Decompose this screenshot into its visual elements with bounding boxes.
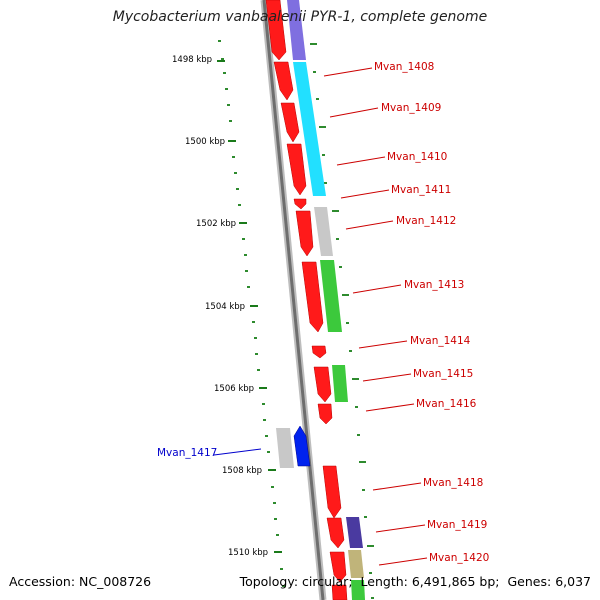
tick-label: 1500 kbp (185, 137, 226, 147)
gene-label-mvan-1419[interactable]: Mvan_1419 (427, 519, 488, 531)
cds-arrow (317, 403, 333, 425)
gene-label-mvan-1415[interactable]: Mvan_1415 (413, 368, 474, 380)
feature-block-grey (314, 207, 333, 256)
gene-label-mvan-1416[interactable]: Mvan_1416 (416, 398, 477, 410)
tick-mark (268, 469, 276, 471)
feature-block-grey (276, 428, 294, 468)
cds-arrow (293, 198, 307, 210)
gene-label-mvan-1408[interactable]: Mvan_1408 (374, 61, 435, 73)
feature-block-green (320, 260, 342, 332)
tick-mark (259, 387, 267, 389)
gene-label-mvan-1410[interactable]: Mvan_1410 (387, 151, 448, 163)
leader-lines (213, 67, 428, 566)
cds-arrow (331, 584, 348, 600)
genes-value: 6,037 (555, 574, 591, 589)
cds-arrow (286, 143, 307, 196)
ruler-dots-left (218, 40, 285, 587)
cds-arrow (313, 366, 332, 403)
length-value: 6,491,865 bp; (411, 574, 500, 589)
tick-label: 1506 kbp (214, 384, 255, 394)
gene-label-mvan-1420[interactable]: Mvan_1420 (429, 552, 490, 564)
accession-info: Accession: NC_008726 (9, 574, 151, 589)
cds-arrow (301, 261, 324, 333)
cds-arrow (265, 0, 287, 61)
feature-block-khaki (348, 550, 364, 578)
gene-label-mvan-1413[interactable]: Mvan_1413 (404, 279, 465, 291)
tick-mark (228, 140, 236, 142)
gene-label-mvan-1409[interactable]: Mvan_1409 (381, 102, 442, 114)
backbone (260, 0, 327, 600)
gene-label-mvan-1418[interactable]: Mvan_1418 (423, 477, 484, 489)
length-label: Length: (360, 574, 408, 589)
accession-value: NC_008726 (79, 574, 152, 589)
feature-block-cyan (293, 62, 326, 196)
tick-label: 1498 kbp (172, 55, 213, 65)
cds-arrow (273, 61, 294, 101)
ruler-ticks (217, 60, 282, 553)
tick-label: 1508 kbp (222, 466, 263, 476)
cds-arrow (322, 465, 342, 519)
genome-stats: Topology: circular; Length: 6,491,865 bp… (240, 574, 591, 589)
tick-label: 1504 kbp (205, 302, 246, 312)
map-title: Mycobacterium vanbaalenii PYR-1, complet… (112, 9, 488, 25)
cds-arrow (280, 102, 300, 143)
tick-mark (250, 305, 258, 307)
cds-arrow-reverse (293, 425, 311, 467)
feature-block-green (351, 580, 365, 600)
cds-arrow (311, 345, 327, 359)
cds-arrow (329, 551, 347, 583)
feature-block-green (332, 365, 348, 402)
topology-label: Topology: (239, 574, 299, 589)
feature-track (287, 0, 365, 600)
cds-track (265, 0, 348, 600)
gene-label-mvan-1417[interactable]: Mvan_1417 (157, 447, 218, 459)
cds-arrow (326, 517, 345, 549)
gene-label-mvan-1411[interactable]: Mvan_1411 (391, 184, 452, 196)
tick-mark (239, 222, 247, 224)
accession-label: Accession: (9, 574, 76, 589)
tick-label: 1510 kbp (228, 548, 269, 558)
gene-label-mvan-1412[interactable]: Mvan_1412 (396, 215, 457, 227)
cds-arrow (295, 210, 314, 257)
tick-label: 1502 kbp (196, 219, 237, 229)
reverse-features (276, 425, 311, 468)
tick-mark (274, 551, 282, 553)
gene-label-mvan-1414[interactable]: Mvan_1414 (410, 335, 471, 347)
feature-block-darkpurple (346, 517, 363, 548)
topology-value: circular; (302, 574, 353, 589)
tick-mark (217, 60, 225, 62)
genes-label: Genes: (507, 574, 552, 589)
feature-block-purple (287, 0, 306, 60)
ruler-dots-right (310, 43, 374, 599)
